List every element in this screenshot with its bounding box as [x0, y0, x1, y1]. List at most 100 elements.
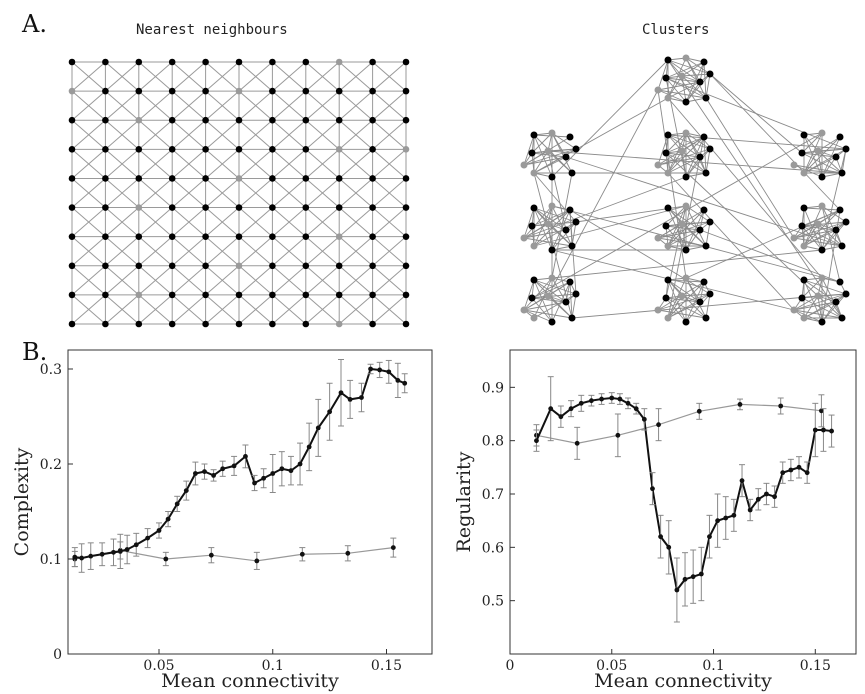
cluster-node [528, 149, 536, 157]
lattice-node [302, 204, 310, 211]
cluster-node [682, 202, 690, 210]
lattice-edge [105, 265, 140, 296]
lattice-node [369, 320, 376, 328]
cluster-node [548, 274, 556, 282]
lattice-node [68, 87, 76, 95]
nearest-neighbours-title: Nearest neighbours [136, 22, 288, 38]
cluster-edge [803, 279, 847, 295]
lattice-node [235, 204, 243, 211]
cluster-edge [667, 59, 701, 83]
lattice-edge [205, 207, 240, 238]
cluster-edge [803, 221, 847, 247]
cluster-edge [685, 229, 701, 251]
lattice-node [402, 146, 410, 153]
lattice-node [135, 291, 143, 299]
cluster-edge [523, 205, 553, 239]
lattice-edge [71, 90, 106, 121]
cluster-node [528, 294, 536, 302]
cluster-node [664, 204, 672, 212]
data-point [111, 549, 116, 555]
data-point [270, 471, 276, 476]
data-point [377, 367, 383, 373]
lattice-edge [238, 265, 273, 296]
cluster-node [562, 153, 570, 161]
data-point [698, 571, 704, 577]
data-point [327, 409, 333, 415]
lattice-node [202, 291, 209, 299]
cluster-edge [817, 136, 841, 152]
lattice-node [402, 87, 410, 95]
lattice-node [135, 116, 143, 124]
data-point [796, 464, 802, 470]
cluster-edge [571, 293, 577, 319]
cluster-edge [803, 148, 847, 174]
cluster-node [706, 218, 714, 226]
cluster-node [814, 292, 822, 300]
lattice-edge [305, 90, 340, 121]
data-point [534, 438, 539, 444]
lattice-edge [272, 294, 307, 325]
lattice-node [202, 175, 209, 182]
lattice-node [68, 233, 76, 240]
cluster-node [530, 131, 538, 139]
lattice-node [135, 146, 143, 153]
cluster-edge [681, 73, 711, 77]
data-point [617, 396, 623, 402]
lattice-node [168, 320, 176, 328]
cluster-node [702, 242, 710, 250]
cluster-edge [531, 132, 553, 154]
cluster-edge [803, 134, 819, 152]
lattice-node [202, 320, 209, 328]
data-point [633, 406, 639, 412]
cluster-edge [533, 221, 577, 247]
lattice-node [269, 320, 276, 328]
lattice-node [235, 116, 243, 124]
cluster-edge [793, 309, 843, 319]
lattice-edge [338, 294, 373, 325]
cluster-edges [523, 57, 847, 323]
data-point [297, 461, 303, 467]
lattice-node [369, 175, 376, 182]
cluster-edge [821, 205, 841, 283]
data-point [163, 556, 169, 562]
cluster-node [664, 276, 672, 284]
y-axis-label: Complexity [11, 447, 33, 556]
cluster-edge [547, 150, 843, 174]
cluster-edge [551, 249, 823, 279]
lattice-edge [372, 61, 407, 92]
data-point [696, 408, 702, 414]
y-tick-label: 0.7 [482, 487, 504, 503]
cluster-node [568, 314, 576, 322]
cluster-edge [547, 295, 573, 319]
cluster-edge [657, 148, 711, 166]
cluster-edge [803, 279, 823, 323]
x-tick-label: 0.1 [262, 658, 284, 674]
lattice-node [302, 146, 310, 153]
data-point [772, 494, 777, 500]
lattice-edge [372, 207, 407, 238]
cluster-node [566, 133, 574, 141]
data-point [558, 414, 564, 420]
cluster-edge [551, 249, 795, 311]
cluster-node [790, 161, 798, 169]
cluster-node [566, 278, 574, 286]
lattice-edge [138, 207, 173, 238]
cluster-edge [657, 59, 669, 91]
x-tick-label: 0.05 [143, 658, 174, 674]
cluster-edge [551, 221, 577, 251]
cluster-node [572, 218, 580, 226]
cluster-node [530, 242, 538, 250]
lattice-edge [272, 119, 307, 150]
lattice-node [402, 116, 410, 124]
cluster-node [790, 306, 798, 314]
lattice-edge [171, 236, 206, 267]
lattice-edge [205, 265, 240, 296]
cluster-node [842, 145, 850, 153]
cluster-edge [551, 172, 573, 279]
cluster-edge [657, 221, 711, 239]
data-point [156, 528, 162, 533]
cluster-edge [803, 207, 823, 251]
cluster-edge [533, 97, 669, 174]
cluster-edge [533, 293, 577, 319]
y-axis-label: Regularity [453, 451, 475, 552]
